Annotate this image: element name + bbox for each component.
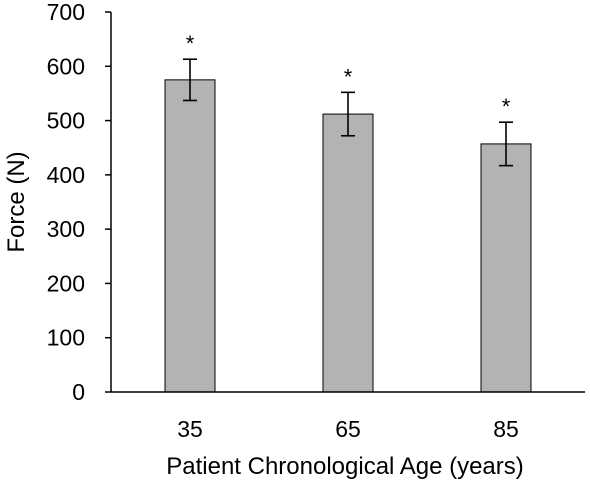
bar-35 — [164, 79, 216, 393]
significance-marker-65: * — [344, 64, 353, 89]
y-tick-label: 700 — [47, 0, 85, 25]
x-tick-label: 65 — [335, 416, 361, 442]
significance-marker-85: * — [502, 94, 511, 119]
x-tick-label: 35 — [177, 416, 203, 442]
y-axis-label: Force (N) — [3, 151, 30, 252]
y-tick-label: 300 — [47, 216, 85, 242]
y-tick-label: 500 — [47, 108, 85, 134]
x-axis-label: Patient Chronological Age (years) — [166, 453, 524, 480]
y-tick-label: 200 — [47, 270, 85, 296]
y-tick-label: 600 — [47, 53, 85, 79]
y-tick-label: 400 — [47, 162, 85, 188]
y-tick-label: 100 — [47, 325, 85, 351]
significance-marker-35: * — [186, 31, 195, 56]
x-tick-label: 85 — [493, 416, 519, 442]
bar-85 — [480, 143, 532, 393]
bar-65 — [322, 113, 374, 393]
y-tick-label: 0 — [72, 379, 85, 405]
